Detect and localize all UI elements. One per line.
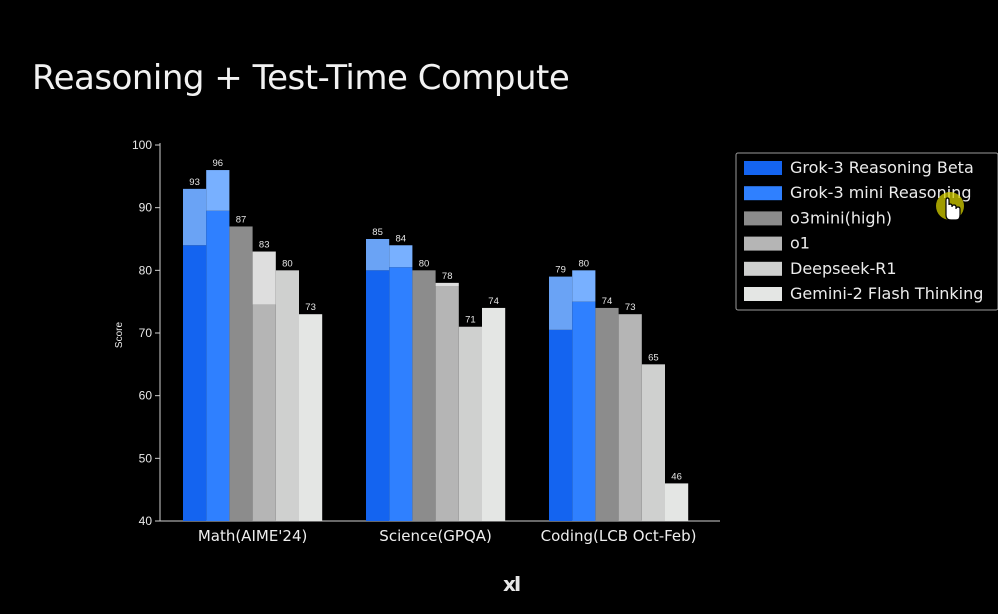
bar-value-label: 46 [671, 471, 682, 482]
bar-2-1-boost [206, 170, 230, 211]
bar-2-2-boost [389, 245, 413, 268]
y-tick-label: 100 [132, 138, 152, 152]
bar-6-2-base [482, 307, 506, 521]
bar-1-1-boost [183, 188, 207, 246]
bar-value-label: 71 [465, 315, 476, 326]
bar-4-2-boost [435, 282, 459, 286]
bar-2-3-base [572, 301, 596, 521]
bar-value-label: 74 [602, 296, 613, 307]
bar-4-3-base [618, 314, 642, 521]
bar-value-label: 73 [305, 302, 316, 313]
bar-value-label: 84 [396, 233, 407, 244]
bar-value-label: 73 [625, 302, 636, 313]
bar-value-label: 74 [488, 296, 499, 307]
bar-1-1-base [183, 245, 207, 521]
x-category-label: Science(GPQA) [379, 527, 492, 545]
legend-swatch [744, 261, 782, 276]
y-tick-label: 40 [139, 514, 153, 528]
legend-label: Deepseek-R1 [790, 259, 897, 278]
bar-value-label: 93 [189, 177, 200, 188]
bar-4-1-base [252, 304, 276, 521]
slide-title: Reasoning + Test-Time Compute [32, 58, 570, 98]
bar-5-3-base [641, 364, 665, 521]
y-tick-label: 60 [139, 389, 153, 403]
bar-3-2-base [412, 270, 436, 521]
bar-value-label: 80 [419, 258, 430, 269]
bar-4-1-boost [252, 251, 276, 305]
bar-value-label: 87 [236, 214, 247, 225]
bar-value-label: 83 [259, 240, 270, 251]
bar-1-2-base [366, 270, 390, 521]
x-category-label: Coding(LCB Oct-Feb) [541, 527, 697, 545]
legend: Grok-3 Reasoning Beta Grok-3 mini Reasoni… [735, 152, 998, 311]
legend-label: Gemini-2 Flash Thinking [790, 284, 983, 303]
bar-2-2-base [389, 267, 413, 521]
legend-box [735, 152, 998, 311]
bar-1-3-boost [549, 276, 573, 330]
bar-value-label: 80 [282, 258, 293, 269]
xai-logo: xI [503, 572, 521, 596]
bar-value-label: 80 [579, 258, 590, 269]
legend-swatch [744, 186, 782, 201]
bar-5-1-base [275, 270, 299, 521]
bar-value-label: 78 [442, 271, 453, 282]
bar-value-label: 65 [648, 352, 659, 363]
bar-1-3-base [549, 329, 573, 521]
bars: 93 96 87 83 80 73 85 84 80 78 71 74 79 80 74 73 65 46 [183, 158, 689, 522]
y-tick-label: 90 [139, 201, 153, 215]
legend-swatch [744, 236, 782, 251]
bar-value-label: 96 [213, 158, 224, 169]
bar-value-label: 79 [555, 265, 566, 276]
bar-6-1-base [299, 314, 323, 521]
legend-swatch [744, 211, 782, 226]
legend-label: Grok-3 mini Reasoning [790, 183, 971, 202]
bar-2-1-base [206, 210, 230, 522]
bar-1-2-boost [366, 239, 390, 271]
legend-swatch [744, 161, 782, 175]
x-category-label: Math(AIME'24) [198, 527, 308, 545]
bar-5-2-base [458, 326, 482, 521]
legend-label: Grok-3 Reasoning Beta [790, 158, 974, 177]
y-axis-label: Score [114, 322, 125, 349]
bar-3-3-base [595, 307, 619, 521]
bar-3-1-base [229, 226, 253, 521]
bar-6-3-base [665, 483, 689, 521]
legend-label: o1 [790, 234, 810, 253]
legend-swatch [744, 287, 782, 301]
bar-4-2-base [435, 286, 459, 521]
y-tick-label: 50 [139, 451, 153, 465]
y-tick-label: 80 [139, 263, 153, 277]
legend-label: o3mini(high) [790, 208, 892, 227]
bar-value-label: 85 [372, 227, 383, 238]
y-tick-label: 70 [139, 326, 153, 340]
mouse-pointer-icon [936, 192, 964, 221]
bar-2-3-boost [572, 270, 596, 302]
